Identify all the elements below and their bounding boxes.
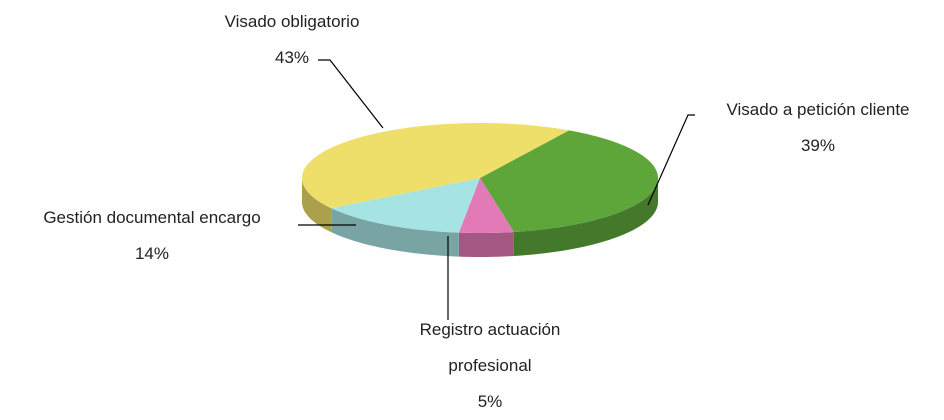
category-label: Registro actuación profesional xyxy=(419,320,561,375)
slice xyxy=(331,178,480,233)
value-label: 43% xyxy=(274,48,310,67)
slice-label: Registro actuación profesional 5% xyxy=(395,312,585,420)
slice-label: Visado a petición cliente 39% xyxy=(726,92,909,164)
slice xyxy=(480,130,658,232)
leader-line xyxy=(647,114,695,206)
value-label: 14% xyxy=(134,244,170,263)
category-label: Visado obligatorio xyxy=(224,12,360,31)
leader-lines xyxy=(298,59,695,320)
slice-side xyxy=(513,178,658,256)
pie xyxy=(302,123,658,257)
value-label: 5% xyxy=(477,392,503,411)
value-label: 39% xyxy=(800,136,836,155)
slice xyxy=(458,178,514,233)
slice xyxy=(302,123,569,209)
slice-side xyxy=(331,208,459,257)
category-label: Gestión documental encargo xyxy=(43,208,261,227)
slice-side xyxy=(302,178,332,233)
leader-line xyxy=(318,59,384,129)
slice-side xyxy=(458,231,514,257)
slice-label: Gestión documental encargo 14% xyxy=(43,200,260,272)
slice-label: Visado obligatorio 43% xyxy=(225,4,360,76)
category-label: Visado a petición cliente xyxy=(726,100,910,119)
